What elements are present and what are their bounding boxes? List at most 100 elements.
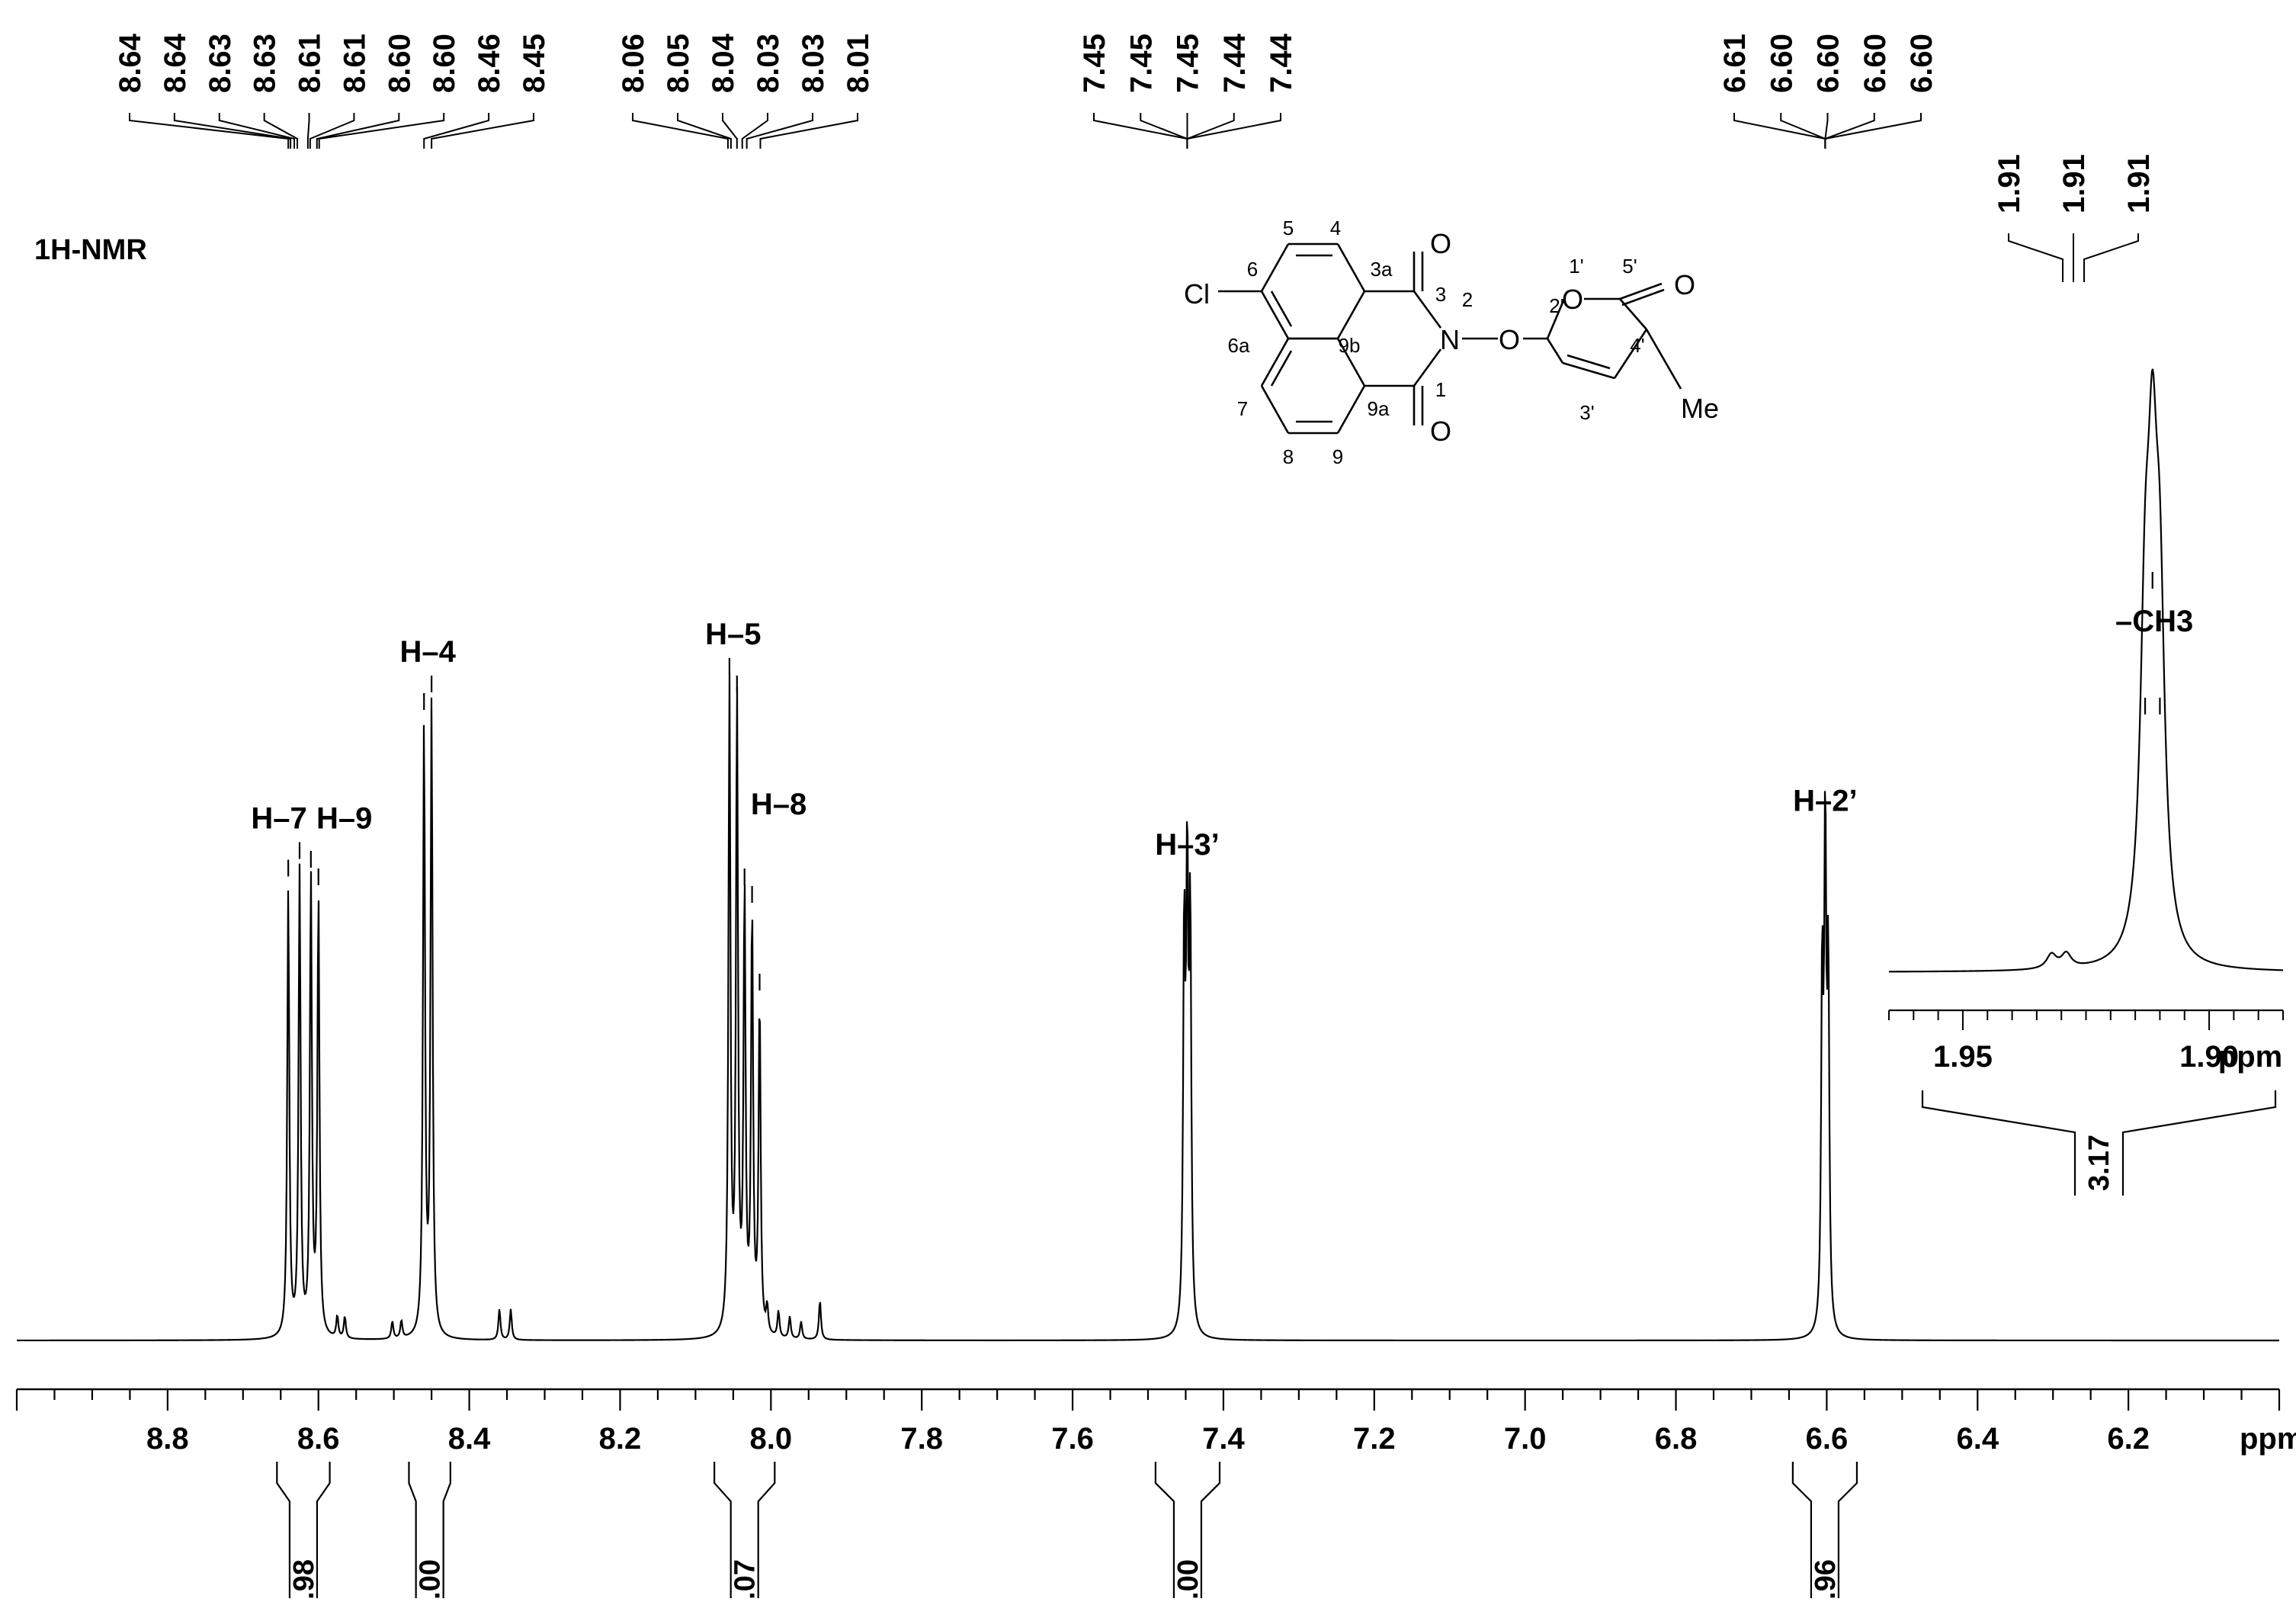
integral-value: 0.96 — [1810, 1559, 1842, 1598]
shift-label: 6.60 — [1905, 34, 1938, 93]
x-tick-label: 7.4 — [1202, 1422, 1245, 1456]
atom-number: 4 — [1330, 217, 1341, 239]
inset-label: –CH3 — [2115, 605, 2193, 638]
atom-label: Me — [1681, 393, 1719, 424]
shift-connector — [1734, 113, 1825, 149]
inset-unit-label: ppm — [2218, 1040, 2282, 1074]
atom-number: 8 — [1283, 445, 1294, 468]
shift-label: 8.05 — [662, 34, 695, 93]
shift-label: 1.91 — [2057, 154, 2091, 213]
peak-label: H–2’ — [1793, 785, 1858, 818]
x-tick-label: 8.0 — [750, 1422, 793, 1456]
bond — [1338, 244, 1364, 291]
shift-label: 8.63 — [249, 34, 282, 93]
peak-label: H–7 — [251, 802, 306, 836]
atom-number: 6 — [1247, 258, 1258, 281]
bond — [1271, 291, 1291, 326]
shift-connector — [2009, 233, 2063, 282]
atom-number: 9a — [1368, 397, 1390, 420]
chart-title: 1H-NMR — [34, 234, 147, 266]
atom-number: 3 — [1435, 283, 1446, 306]
x-tick-label: 6.6 — [1806, 1422, 1849, 1456]
shift-connector — [2084, 233, 2138, 282]
bond — [1271, 351, 1291, 386]
atom-label: O — [1674, 269, 1695, 300]
bond — [1338, 386, 1364, 433]
x-tick-label: 6.4 — [1956, 1422, 1999, 1456]
shift-label: 8.01 — [842, 34, 875, 93]
shift-label: 8.46 — [473, 34, 506, 93]
shift-connector — [1825, 113, 1921, 149]
shift-label: 8.45 — [518, 34, 551, 93]
atom-number: 4' — [1630, 334, 1644, 357]
bond — [1563, 363, 1615, 378]
atom-number: 1' — [1569, 255, 1583, 278]
shift-connector — [265, 113, 297, 149]
x-tick-label: 7.0 — [1504, 1422, 1547, 1456]
bond — [1622, 290, 1664, 305]
atom-number: 2' — [1549, 294, 1563, 317]
shift-connector — [633, 113, 728, 149]
x-tick-label: 6.8 — [1655, 1422, 1698, 1456]
shift-connector — [308, 113, 309, 149]
atom-label: O — [1430, 416, 1451, 447]
atom-number: 9 — [1332, 445, 1343, 468]
shift-label: 8.06 — [617, 34, 650, 93]
shift-connector — [319, 113, 444, 149]
atom-label: O — [1430, 228, 1451, 259]
peak-label: H–9 — [316, 802, 372, 836]
x-tick-label: 8.8 — [146, 1422, 189, 1456]
shift-label: 8.63 — [204, 34, 237, 93]
atom-number: 5 — [1283, 217, 1294, 239]
x-tick-label: 8.4 — [448, 1422, 491, 1456]
x-axis-label: ppm — [2240, 1422, 2296, 1456]
shift-label: 8.03 — [752, 34, 785, 93]
bond — [1262, 244, 1288, 291]
atom-number: 2 — [1462, 288, 1473, 311]
atom-label: O — [1562, 284, 1583, 315]
peak-label: H–3’ — [1155, 828, 1220, 862]
shift-connector — [723, 113, 737, 149]
shift-label: 1.91 — [1993, 154, 2026, 213]
atom-number: 3' — [1579, 401, 1594, 424]
shift-label: 8.60 — [428, 34, 461, 93]
shift-label: 7.45 — [1124, 34, 1158, 93]
shift-label: 1.91 — [2122, 154, 2156, 213]
integral-value: 1.00 — [1172, 1559, 1204, 1598]
shift-connector — [431, 113, 534, 149]
x-tick-label: 6.2 — [2107, 1422, 2150, 1456]
atom-label: Cl — [1184, 278, 1210, 310]
inset-tick-label: 1.95 — [1933, 1040, 1993, 1074]
shift-connector — [175, 113, 290, 149]
shift-label: 8.64 — [114, 33, 147, 93]
bond — [1262, 386, 1288, 433]
inset-trace — [1889, 369, 2283, 971]
bond — [1338, 291, 1364, 339]
x-tick-label: 7.8 — [900, 1422, 943, 1456]
shift-label: 6.61 — [1718, 34, 1752, 93]
atom-number: 7 — [1237, 397, 1248, 420]
integral-value: 1.00 — [415, 1559, 447, 1598]
x-tick-label: 7.6 — [1051, 1422, 1094, 1456]
atom-label: O — [1499, 324, 1520, 355]
peak-label: H–5 — [705, 618, 761, 651]
shift-label: 7.44 — [1218, 33, 1252, 93]
shift-label: 6.60 — [1765, 34, 1798, 93]
shift-label: 8.61 — [293, 34, 327, 93]
shift-label: 8.60 — [383, 34, 416, 93]
atom-number: 5' — [1622, 255, 1637, 278]
spectrum-trace — [17, 673, 2279, 1340]
atom-number: 9b — [1339, 334, 1361, 357]
shift-label: 7.45 — [1172, 34, 1205, 93]
x-tick-label: 8.2 — [599, 1422, 642, 1456]
shift-label: 8.64 — [159, 33, 192, 93]
bond — [1620, 284, 1662, 299]
shift-label: 6.60 — [1858, 34, 1892, 93]
